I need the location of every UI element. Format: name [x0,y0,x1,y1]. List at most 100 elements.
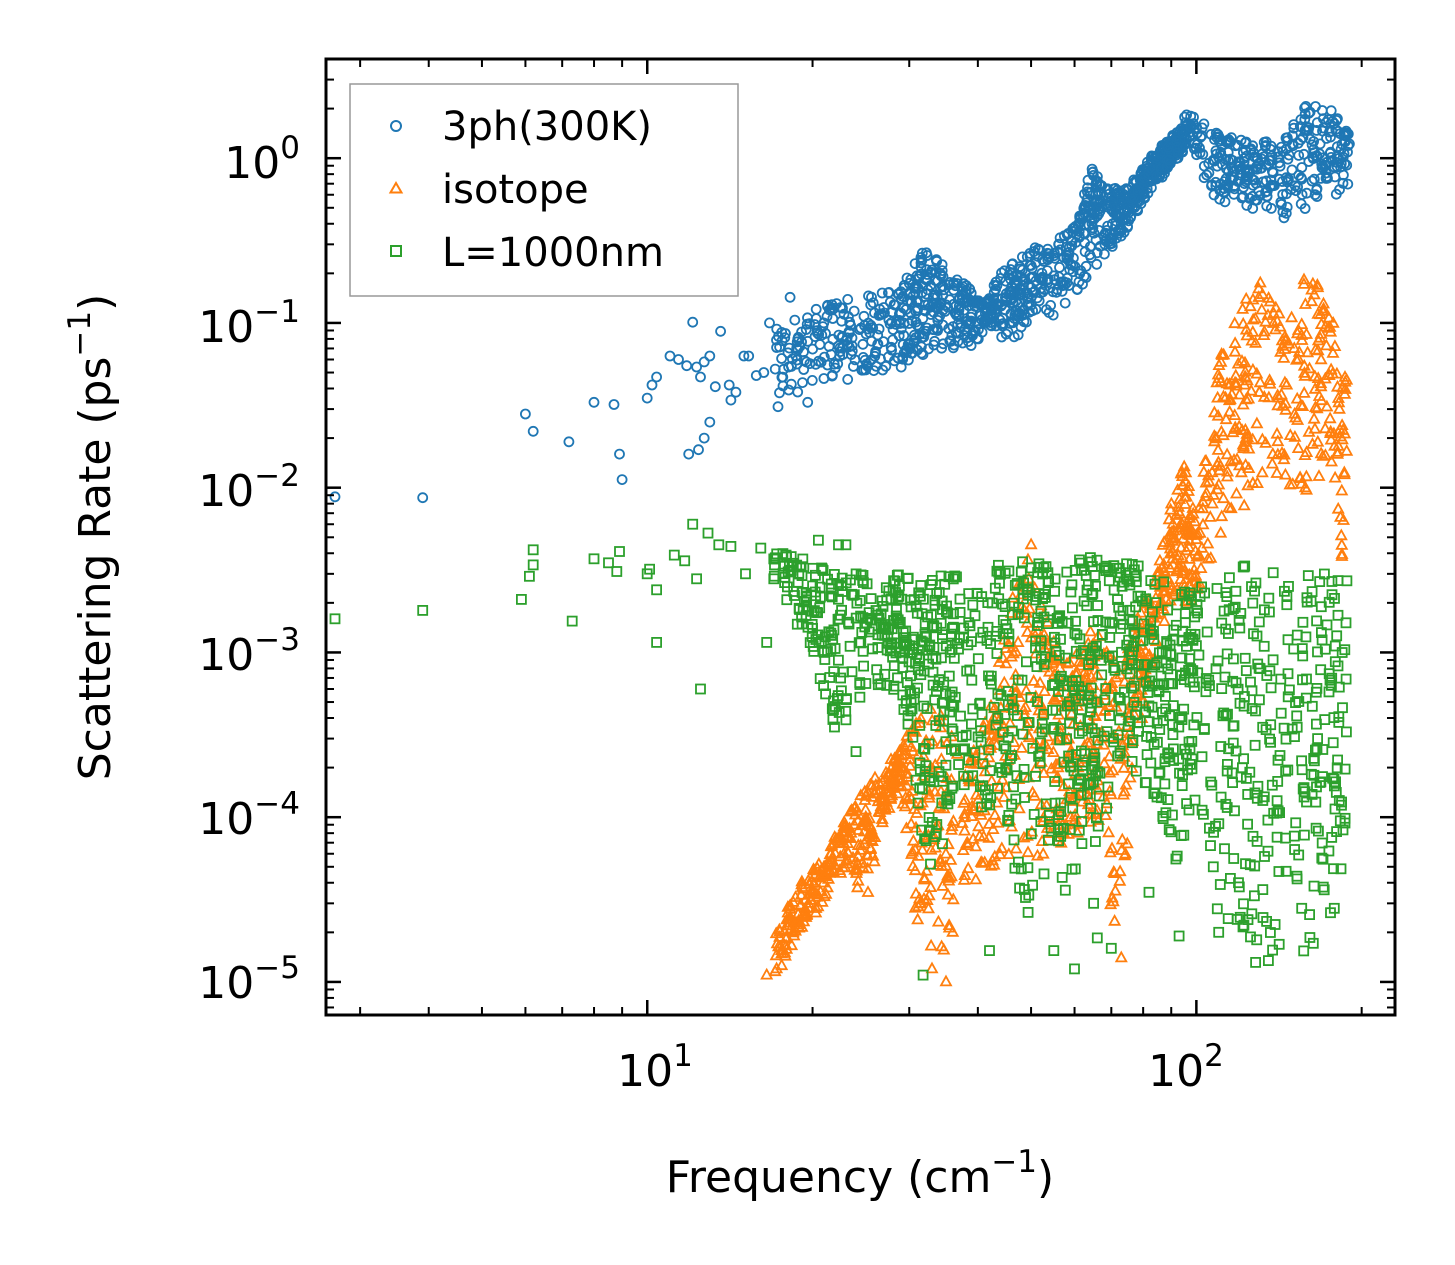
3ph-point [1067,266,1079,278]
isotope-point [1164,496,1178,509]
boundary-point [1264,606,1275,618]
boundary-point [1055,633,1066,645]
boundary-point [891,569,903,581]
boundary-point [1173,753,1185,765]
boundary-point [1076,689,1087,701]
boundary-point [1055,806,1067,817]
boundary-point [1030,771,1041,782]
isotope-point [896,796,910,809]
boundary-point [1141,749,1153,760]
boundary-point [918,593,929,605]
boundary-point [1300,692,1312,704]
boundary-point [976,709,988,720]
boundary-point [1249,585,1260,597]
3ph-point [1088,227,1100,239]
boundary-point [1261,916,1272,927]
boundary-point [1242,818,1253,830]
3ph-point [948,277,959,289]
boundary-point [1293,849,1305,861]
3ph-point [1234,157,1246,169]
isotope-point [778,945,792,958]
isotope-point [1116,787,1130,800]
3ph-point [1331,115,1342,126]
isotope-point [1199,475,1213,488]
3ph-point [1326,125,1338,137]
boundary-point [1260,724,1272,735]
isotope-point [1220,376,1234,389]
3ph-point [1255,162,1267,174]
3ph-point [806,374,818,386]
boundary-point [1132,560,1144,572]
boundary-point [1211,903,1223,915]
y-tick-label-1e0: 100 [224,130,300,189]
boundary-point [984,799,996,811]
isotope-point [999,641,1013,653]
boundary-point [1003,815,1015,827]
3ph-point [927,324,939,336]
isotope-point [1163,561,1177,573]
isotope-point [1210,482,1224,495]
isotope-point [1297,386,1311,398]
isotope-point [1182,540,1196,552]
boundary-point [1076,838,1088,849]
boundary-point [946,782,958,794]
3ph-point [1217,158,1228,170]
boundary-point [1069,963,1080,975]
isotope-point [1238,364,1252,377]
3ph-point [683,448,695,460]
boundary-point [1178,829,1190,841]
isotope-point [1108,883,1122,896]
isotope-point [1108,913,1122,926]
boundary-point [1055,831,1067,842]
boundary-point [1329,593,1340,604]
isotope-point [1196,495,1210,507]
3ph-point [764,317,775,329]
isotope-point [944,823,959,835]
3ph-point [778,363,789,375]
boundary-point [793,568,805,580]
isotope-point [1104,679,1119,692]
isotope-point [1220,464,1235,477]
isotope-point [783,912,798,925]
3ph-point [867,297,879,309]
boundary-point [1218,707,1230,719]
boundary-point [1121,558,1132,570]
boundary-point [1091,554,1103,566]
boundary-point [872,629,884,641]
3ph-point [1085,186,1096,198]
boundary-point [910,600,922,612]
isotope-point [1231,356,1245,369]
boundary-point [1239,652,1251,664]
x-axis-label: Frequency (cm−1) [666,1144,1054,1203]
isotope-point [1239,322,1253,335]
boundary-point [876,619,887,631]
isotope-point [875,815,889,828]
isotope-point [1235,354,1249,366]
boundary-point [1266,779,1278,791]
isotope-point [1211,408,1225,421]
boundary-point [986,597,998,609]
3ph-point [898,330,910,341]
3ph-point [1265,143,1276,155]
boundary-point [725,541,737,552]
boundary-point [1251,630,1263,642]
3ph-point [1339,158,1350,170]
boundary-point [1018,612,1030,624]
boundary-point [954,593,966,605]
3ph-point [1051,286,1062,298]
isotope-point [1179,489,1193,502]
isotope-point [860,847,874,860]
3ph-point [1324,147,1336,159]
3ph-point [782,347,794,359]
isotope-point [939,974,953,987]
isotope-point [925,734,940,746]
3ph-point [738,350,750,362]
boundary-point [1205,776,1217,788]
boundary-point [1108,662,1120,674]
isotope-point [823,856,838,869]
boundary-point [1103,652,1115,663]
isotope-point [1250,366,1264,379]
boundary-point [1146,629,1158,640]
isotope-point [1244,383,1258,396]
isotope-point [1109,670,1123,683]
